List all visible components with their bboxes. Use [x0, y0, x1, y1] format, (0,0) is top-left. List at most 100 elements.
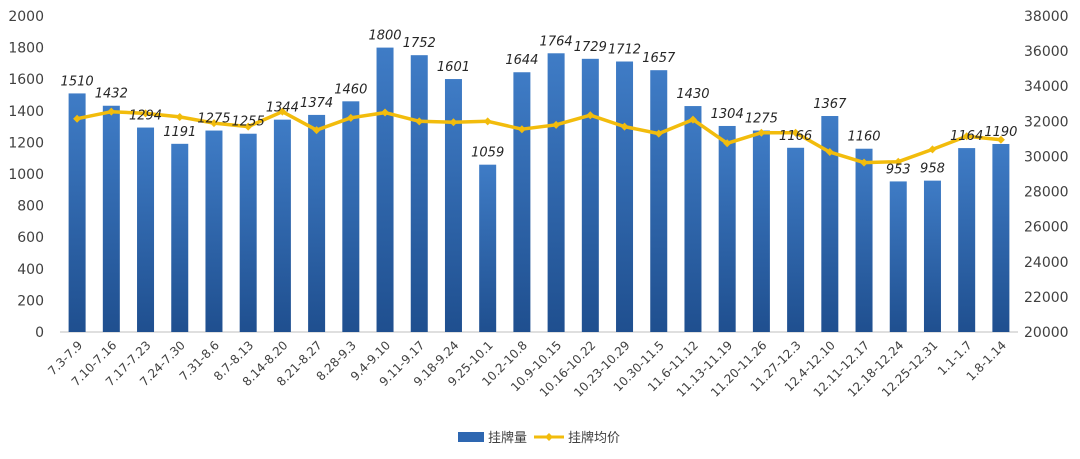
- bar: [650, 70, 668, 332]
- data-label: 953: [886, 162, 911, 177]
- bar: [479, 164, 497, 332]
- bar: [684, 106, 702, 332]
- data-label: 1510: [61, 74, 94, 89]
- data-label: 1729: [574, 40, 607, 55]
- bar: [821, 116, 839, 332]
- y-tick-label: 600: [17, 230, 44, 246]
- y2-tick-label: 30000: [1024, 149, 1069, 165]
- line-point: [107, 107, 116, 116]
- line-point: [483, 117, 492, 126]
- bar: [444, 79, 462, 333]
- data-label: 1800: [368, 29, 401, 44]
- data-label: 1764: [540, 34, 573, 49]
- bar: [68, 93, 86, 332]
- line-point: [860, 158, 869, 167]
- y2-tick-label: 26000: [1024, 220, 1069, 236]
- data-label: 1712: [608, 43, 641, 58]
- data-label: 1601: [437, 60, 470, 75]
- data-label: 1460: [334, 82, 367, 97]
- line-path: [76, 109, 1002, 165]
- data-label: 1164: [950, 129, 983, 144]
- bar: [992, 143, 1010, 332]
- line-series-average-price: [73, 107, 1005, 167]
- bar: [752, 130, 770, 332]
- bar: [923, 180, 941, 332]
- bar: [171, 143, 189, 332]
- data-label: 1166: [779, 129, 812, 144]
- line-point: [449, 118, 458, 127]
- bar-series-listing-volume: [68, 47, 1010, 333]
- y-axis-left: 0 200 400 600 800 1000 1200 1400 1600 1800 2000: [8, 9, 44, 341]
- data-label: 1432: [95, 87, 128, 102]
- data-label: 1657: [642, 51, 676, 66]
- bar: [376, 47, 394, 332]
- y-tick-label: 800: [17, 199, 44, 215]
- line-point: [312, 126, 321, 135]
- bar: [616, 61, 634, 333]
- line-point: [962, 132, 971, 141]
- line-point: [552, 120, 561, 129]
- y2-tick-label: 20000: [1024, 325, 1069, 341]
- data-label: 1374: [300, 96, 333, 111]
- bar: [137, 127, 155, 332]
- line-point: [723, 139, 732, 148]
- line-point: [928, 145, 937, 154]
- y2-tick-label: 28000: [1024, 185, 1069, 201]
- y2-tick-label: 34000: [1024, 79, 1069, 95]
- bar: [308, 114, 326, 333]
- legend: 挂牌量 挂牌均价: [458, 430, 620, 446]
- line-point: [620, 122, 629, 131]
- line-point: [415, 117, 424, 126]
- data-label: 1190: [984, 125, 1017, 140]
- y2-tick-label: 22000: [1024, 290, 1069, 306]
- y-tick-label: 200: [17, 293, 44, 309]
- line-point: [278, 107, 287, 116]
- y-tick-label: 2000: [8, 9, 44, 25]
- y-tick-label: 1600: [8, 72, 44, 88]
- line-point: [894, 157, 903, 166]
- bar: [547, 53, 565, 333]
- y-tick-label: 1200: [8, 135, 44, 151]
- line-point: [175, 112, 184, 121]
- line-point: [791, 128, 800, 137]
- data-label: 1294: [129, 109, 162, 124]
- bar: [205, 130, 223, 332]
- y-tick-label: 400: [17, 262, 44, 278]
- y2-tick-label: 36000: [1024, 44, 1069, 60]
- data-label: 1191: [163, 125, 196, 140]
- bar: [787, 147, 805, 332]
- bar: [410, 55, 428, 333]
- bar: [513, 72, 531, 333]
- bar: [581, 58, 599, 333]
- bar: [102, 105, 120, 332]
- bar: [239, 133, 257, 332]
- line-point: [346, 113, 355, 122]
- line-point: [825, 148, 834, 157]
- legend-label: 挂牌量: [488, 430, 527, 446]
- legend-swatch-marker: [545, 433, 553, 441]
- data-label: 1644: [505, 53, 538, 68]
- y-axis-right: 20000 22000 24000 26000 28000 30000 32000 34000…: [1024, 9, 1069, 341]
- bar: [855, 148, 873, 332]
- data-label: 1344: [266, 101, 299, 116]
- bar: [718, 125, 736, 332]
- data-label: 1752: [403, 36, 436, 51]
- data-label: 1304: [711, 107, 744, 122]
- line-point: [586, 111, 595, 120]
- bar: [958, 148, 976, 332]
- line-point: [654, 129, 663, 138]
- data-label: 958: [920, 162, 945, 177]
- y2-tick-label: 38000: [1024, 9, 1069, 25]
- y-tick-label: 1400: [8, 104, 44, 120]
- line-point: [141, 109, 150, 118]
- line-point: [73, 114, 82, 123]
- x-axis: 7.3-7.97.10-7.167.17-7.237.24-7.307.31-8…: [45, 338, 1009, 400]
- bar: [889, 181, 907, 332]
- y-tick-label: 0: [35, 325, 44, 341]
- data-label: 1160: [847, 130, 880, 145]
- y2-tick-label: 32000: [1024, 114, 1069, 130]
- y2-tick-label: 24000: [1024, 255, 1069, 271]
- line-point: [381, 108, 390, 117]
